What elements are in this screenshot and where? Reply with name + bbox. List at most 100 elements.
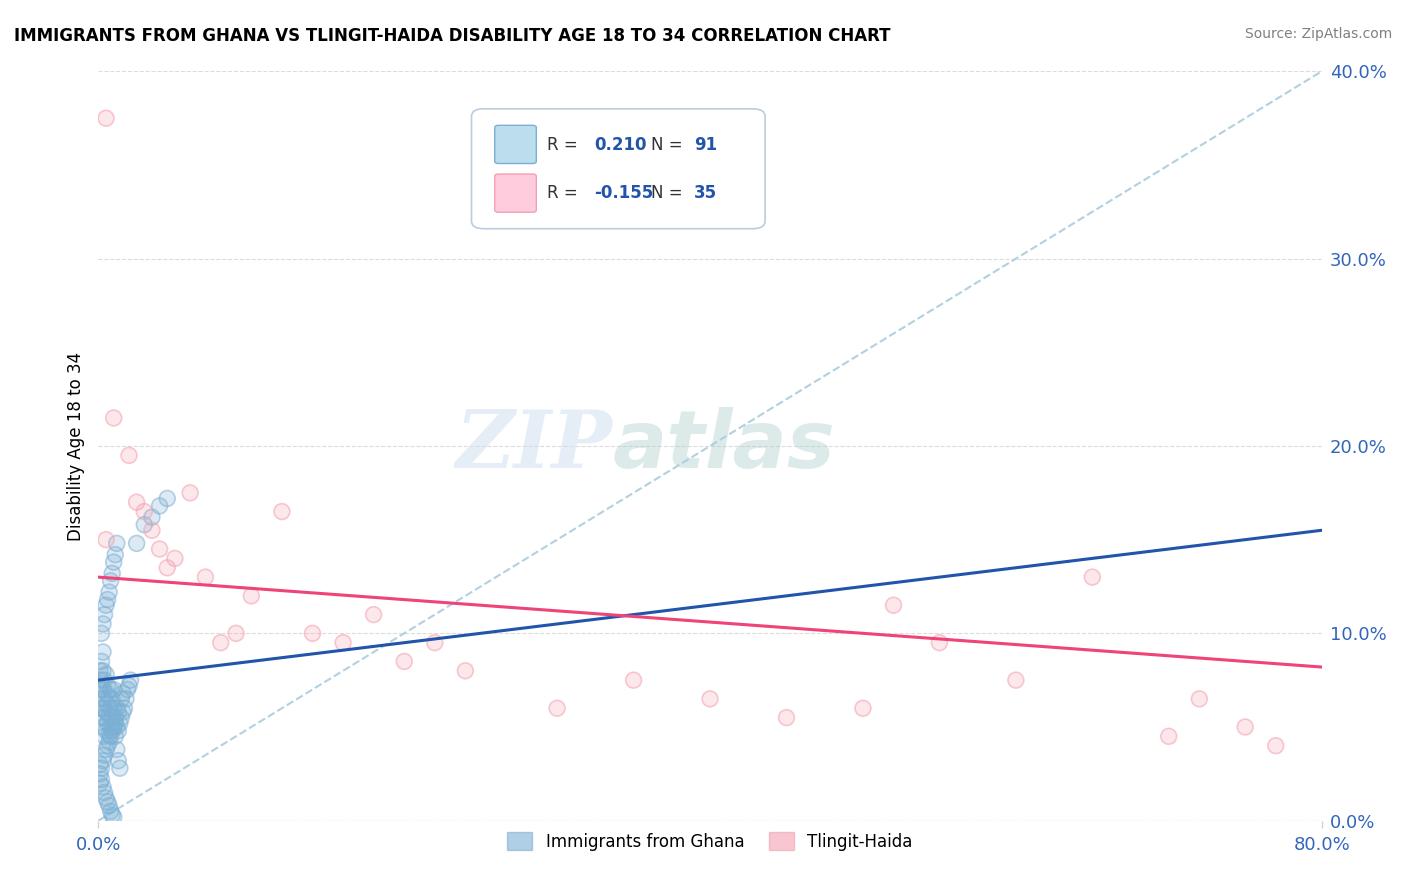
Point xyxy=(179,486,201,500)
Point xyxy=(240,589,263,603)
Point xyxy=(101,723,124,738)
Point xyxy=(108,761,131,775)
Point xyxy=(91,645,114,659)
Point xyxy=(125,536,148,550)
Point xyxy=(98,690,121,704)
Point xyxy=(89,664,111,678)
Point xyxy=(108,716,131,731)
Point xyxy=(1234,720,1257,734)
Point xyxy=(134,505,156,519)
Point xyxy=(97,739,120,753)
Text: ZIP: ZIP xyxy=(456,408,612,484)
Point xyxy=(94,723,117,738)
Point xyxy=(97,592,120,607)
Point xyxy=(163,551,186,566)
Point xyxy=(103,701,125,715)
Point xyxy=(105,742,128,756)
Point xyxy=(90,692,112,706)
Point xyxy=(179,486,201,500)
Point xyxy=(699,692,721,706)
Point xyxy=(97,698,120,712)
Point xyxy=(141,510,163,524)
Point xyxy=(90,692,112,706)
Point xyxy=(156,491,179,506)
Point xyxy=(101,692,124,706)
Legend: Immigrants from Ghana, Tlingit-Haida: Immigrants from Ghana, Tlingit-Haida xyxy=(501,826,920,857)
Point xyxy=(89,682,111,697)
Point xyxy=(101,566,124,581)
Point xyxy=(93,607,115,622)
Point xyxy=(94,533,117,547)
Point xyxy=(90,673,112,688)
Point xyxy=(93,673,115,688)
Point xyxy=(91,664,114,678)
Point xyxy=(100,720,122,734)
Point xyxy=(125,536,148,550)
Point xyxy=(1004,673,1026,688)
Point xyxy=(928,635,950,649)
Point xyxy=(110,710,132,724)
Point xyxy=(91,780,114,794)
Point xyxy=(110,692,132,706)
Point xyxy=(93,786,115,800)
Point xyxy=(134,517,156,532)
Point xyxy=(104,548,127,562)
Point xyxy=(1081,570,1104,584)
Point xyxy=(103,720,125,734)
Text: 0.210: 0.210 xyxy=(593,136,647,153)
Point xyxy=(141,524,163,538)
Point xyxy=(90,772,112,787)
Point xyxy=(94,112,117,126)
Point xyxy=(97,716,120,731)
Point xyxy=(107,754,129,768)
Point xyxy=(89,664,111,678)
Point xyxy=(89,767,111,781)
Point xyxy=(852,701,875,715)
Point xyxy=(115,692,138,706)
Point xyxy=(93,730,115,744)
Point xyxy=(104,716,127,731)
Point xyxy=(117,682,139,697)
Point xyxy=(94,533,117,547)
Point xyxy=(363,607,385,622)
Point xyxy=(209,635,232,649)
Point xyxy=(97,795,120,809)
Point xyxy=(149,542,172,557)
Point xyxy=(107,754,129,768)
Point xyxy=(93,607,115,622)
Point xyxy=(89,757,111,772)
Point xyxy=(89,682,111,697)
Point xyxy=(93,692,115,706)
Text: atlas: atlas xyxy=(612,407,835,485)
Point xyxy=(98,708,121,723)
Point xyxy=(105,742,128,756)
Point xyxy=(112,701,135,715)
Point xyxy=(94,599,117,613)
Point xyxy=(100,805,122,819)
Point xyxy=(103,682,125,697)
Point xyxy=(103,810,125,824)
Point xyxy=(883,599,905,613)
Point xyxy=(89,776,111,790)
Point xyxy=(118,679,141,693)
Point xyxy=(94,112,117,126)
Point xyxy=(104,730,127,744)
Point xyxy=(100,701,122,715)
Point xyxy=(90,761,112,775)
Point xyxy=(91,617,114,632)
Point xyxy=(103,411,125,425)
Point xyxy=(852,701,875,715)
Point xyxy=(91,720,114,734)
Point xyxy=(699,692,721,706)
Point xyxy=(103,720,125,734)
Point xyxy=(98,708,121,723)
Point xyxy=(97,679,120,693)
Point xyxy=(1081,570,1104,584)
Point xyxy=(623,673,645,688)
Text: N =: N = xyxy=(651,136,688,153)
Point xyxy=(94,705,117,719)
Text: -0.155: -0.155 xyxy=(593,184,652,202)
Point xyxy=(775,710,797,724)
Point xyxy=(111,705,134,719)
Text: N =: N = xyxy=(651,184,688,202)
